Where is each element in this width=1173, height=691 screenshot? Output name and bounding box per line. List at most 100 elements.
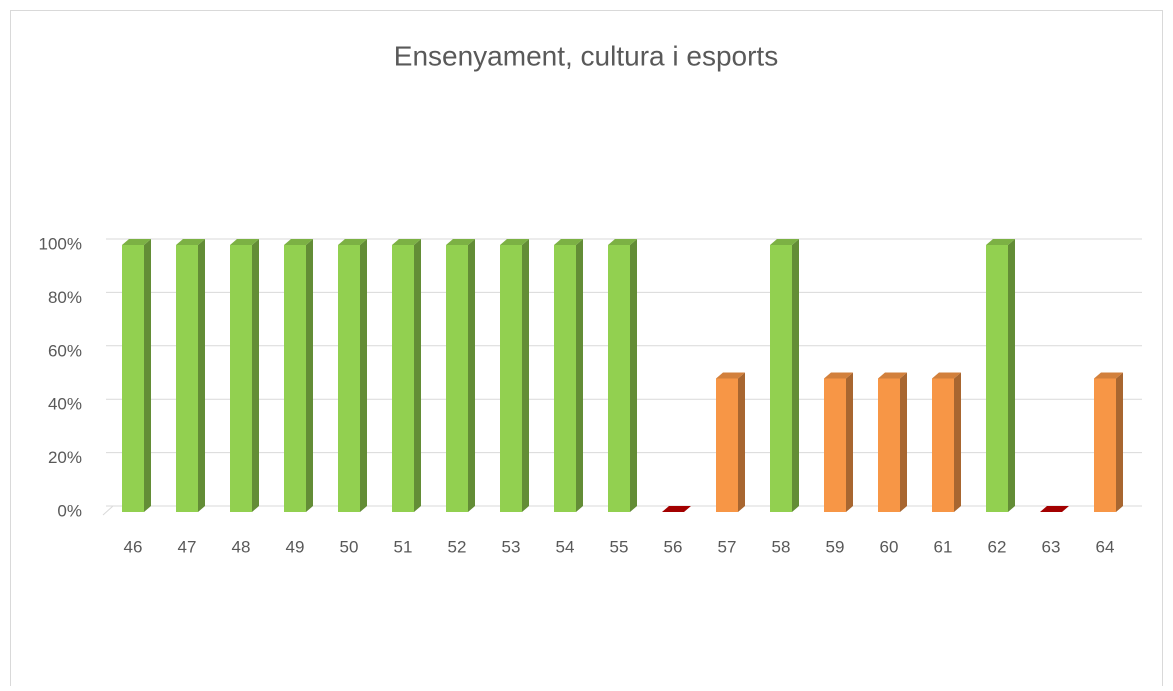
y-tick-label: 40% (48, 395, 82, 414)
bar-front (230, 245, 252, 512)
bar-top (878, 372, 907, 379)
y-tick-label: 20% (48, 448, 82, 467)
bar-top (284, 239, 313, 245)
bar (716, 372, 745, 512)
bar (122, 239, 151, 512)
bar (1040, 506, 1069, 512)
bar-side (630, 239, 637, 512)
bar (932, 372, 961, 512)
bar-front (122, 245, 144, 512)
bar-top (608, 239, 637, 245)
bar-top (770, 239, 799, 245)
x-tick-label: 48 (232, 537, 251, 556)
bar-front (338, 245, 360, 512)
bar-top (1094, 372, 1123, 379)
x-tick-label: 61 (934, 537, 953, 556)
bar-side (954, 372, 961, 512)
bar-side (900, 372, 907, 512)
bar-top (176, 239, 205, 245)
bar-front (824, 378, 846, 512)
bar-side (522, 239, 529, 512)
bar-side (1116, 372, 1123, 512)
bar-top (554, 239, 583, 245)
x-tick-label: 56 (664, 537, 683, 556)
y-tick-label: 100% (39, 234, 82, 253)
x-tick-label: 49 (286, 537, 305, 556)
x-tick-label: 50 (340, 537, 359, 556)
bar-front (986, 245, 1008, 512)
bar (500, 239, 529, 512)
bar-side (306, 239, 313, 512)
bar-top (1040, 506, 1069, 512)
bar-side (1008, 239, 1015, 512)
bar (662, 506, 691, 512)
bar (176, 239, 205, 512)
x-tick-label: 55 (610, 537, 629, 556)
bar-front (392, 245, 414, 512)
bar (392, 239, 421, 512)
x-tick-label: 53 (502, 537, 521, 556)
bar-front (770, 245, 792, 512)
bar-front (1094, 378, 1116, 512)
bar-top (986, 239, 1015, 245)
bar-side (360, 239, 367, 512)
bar-top (122, 239, 151, 245)
bar (284, 239, 313, 512)
bar-top (338, 239, 367, 245)
bar-side (414, 239, 421, 512)
bar-front (446, 245, 468, 512)
x-tick-label: 60 (880, 537, 899, 556)
bar-side (576, 239, 583, 512)
bar-front (176, 245, 198, 512)
x-tick-label: 64 (1096, 537, 1115, 556)
bar-front (284, 245, 306, 512)
x-tick-label: 63 (1042, 537, 1061, 556)
bar-front (878, 378, 900, 512)
bar (608, 239, 637, 512)
x-tick-label: 51 (394, 537, 413, 556)
bar (554, 239, 583, 512)
bar-front (716, 378, 738, 512)
bar (986, 239, 1015, 512)
floor-edge (102, 505, 114, 516)
bar (878, 372, 907, 512)
x-tick-label: 46 (124, 537, 143, 556)
x-tick-label: 62 (988, 537, 1007, 556)
bar-top (230, 239, 259, 245)
bar-side (252, 239, 259, 512)
bar-front (932, 378, 954, 512)
bar (446, 239, 475, 512)
y-tick-label: 0% (57, 501, 82, 520)
bar-side (792, 239, 799, 512)
x-tick-label: 52 (448, 537, 467, 556)
bar-top (716, 372, 745, 379)
x-tick-label: 47 (178, 537, 197, 556)
bar-top (446, 239, 475, 245)
bar (770, 239, 799, 512)
bar-front (500, 245, 522, 512)
bar-front (608, 245, 630, 512)
bar (230, 239, 259, 512)
bar (1094, 372, 1123, 512)
y-tick-label: 60% (48, 341, 82, 360)
chart-title: Ensenyament, cultura i esports (394, 40, 778, 71)
bar-front (554, 245, 576, 512)
bar (824, 372, 853, 512)
bar-top (932, 372, 961, 379)
bar-top (662, 506, 691, 512)
bar-side (738, 372, 745, 512)
y-tick-label: 80% (48, 288, 82, 307)
bar-top (500, 239, 529, 245)
bar-top (392, 239, 421, 245)
bar-side (198, 239, 205, 512)
bar-side (468, 239, 475, 512)
bar (338, 239, 367, 512)
x-tick-label: 59 (826, 537, 845, 556)
x-tick-label: 57 (718, 537, 737, 556)
bar-side (846, 372, 853, 512)
x-tick-label: 58 (772, 537, 791, 556)
bar-side (144, 239, 151, 512)
x-tick-label: 54 (556, 537, 575, 556)
